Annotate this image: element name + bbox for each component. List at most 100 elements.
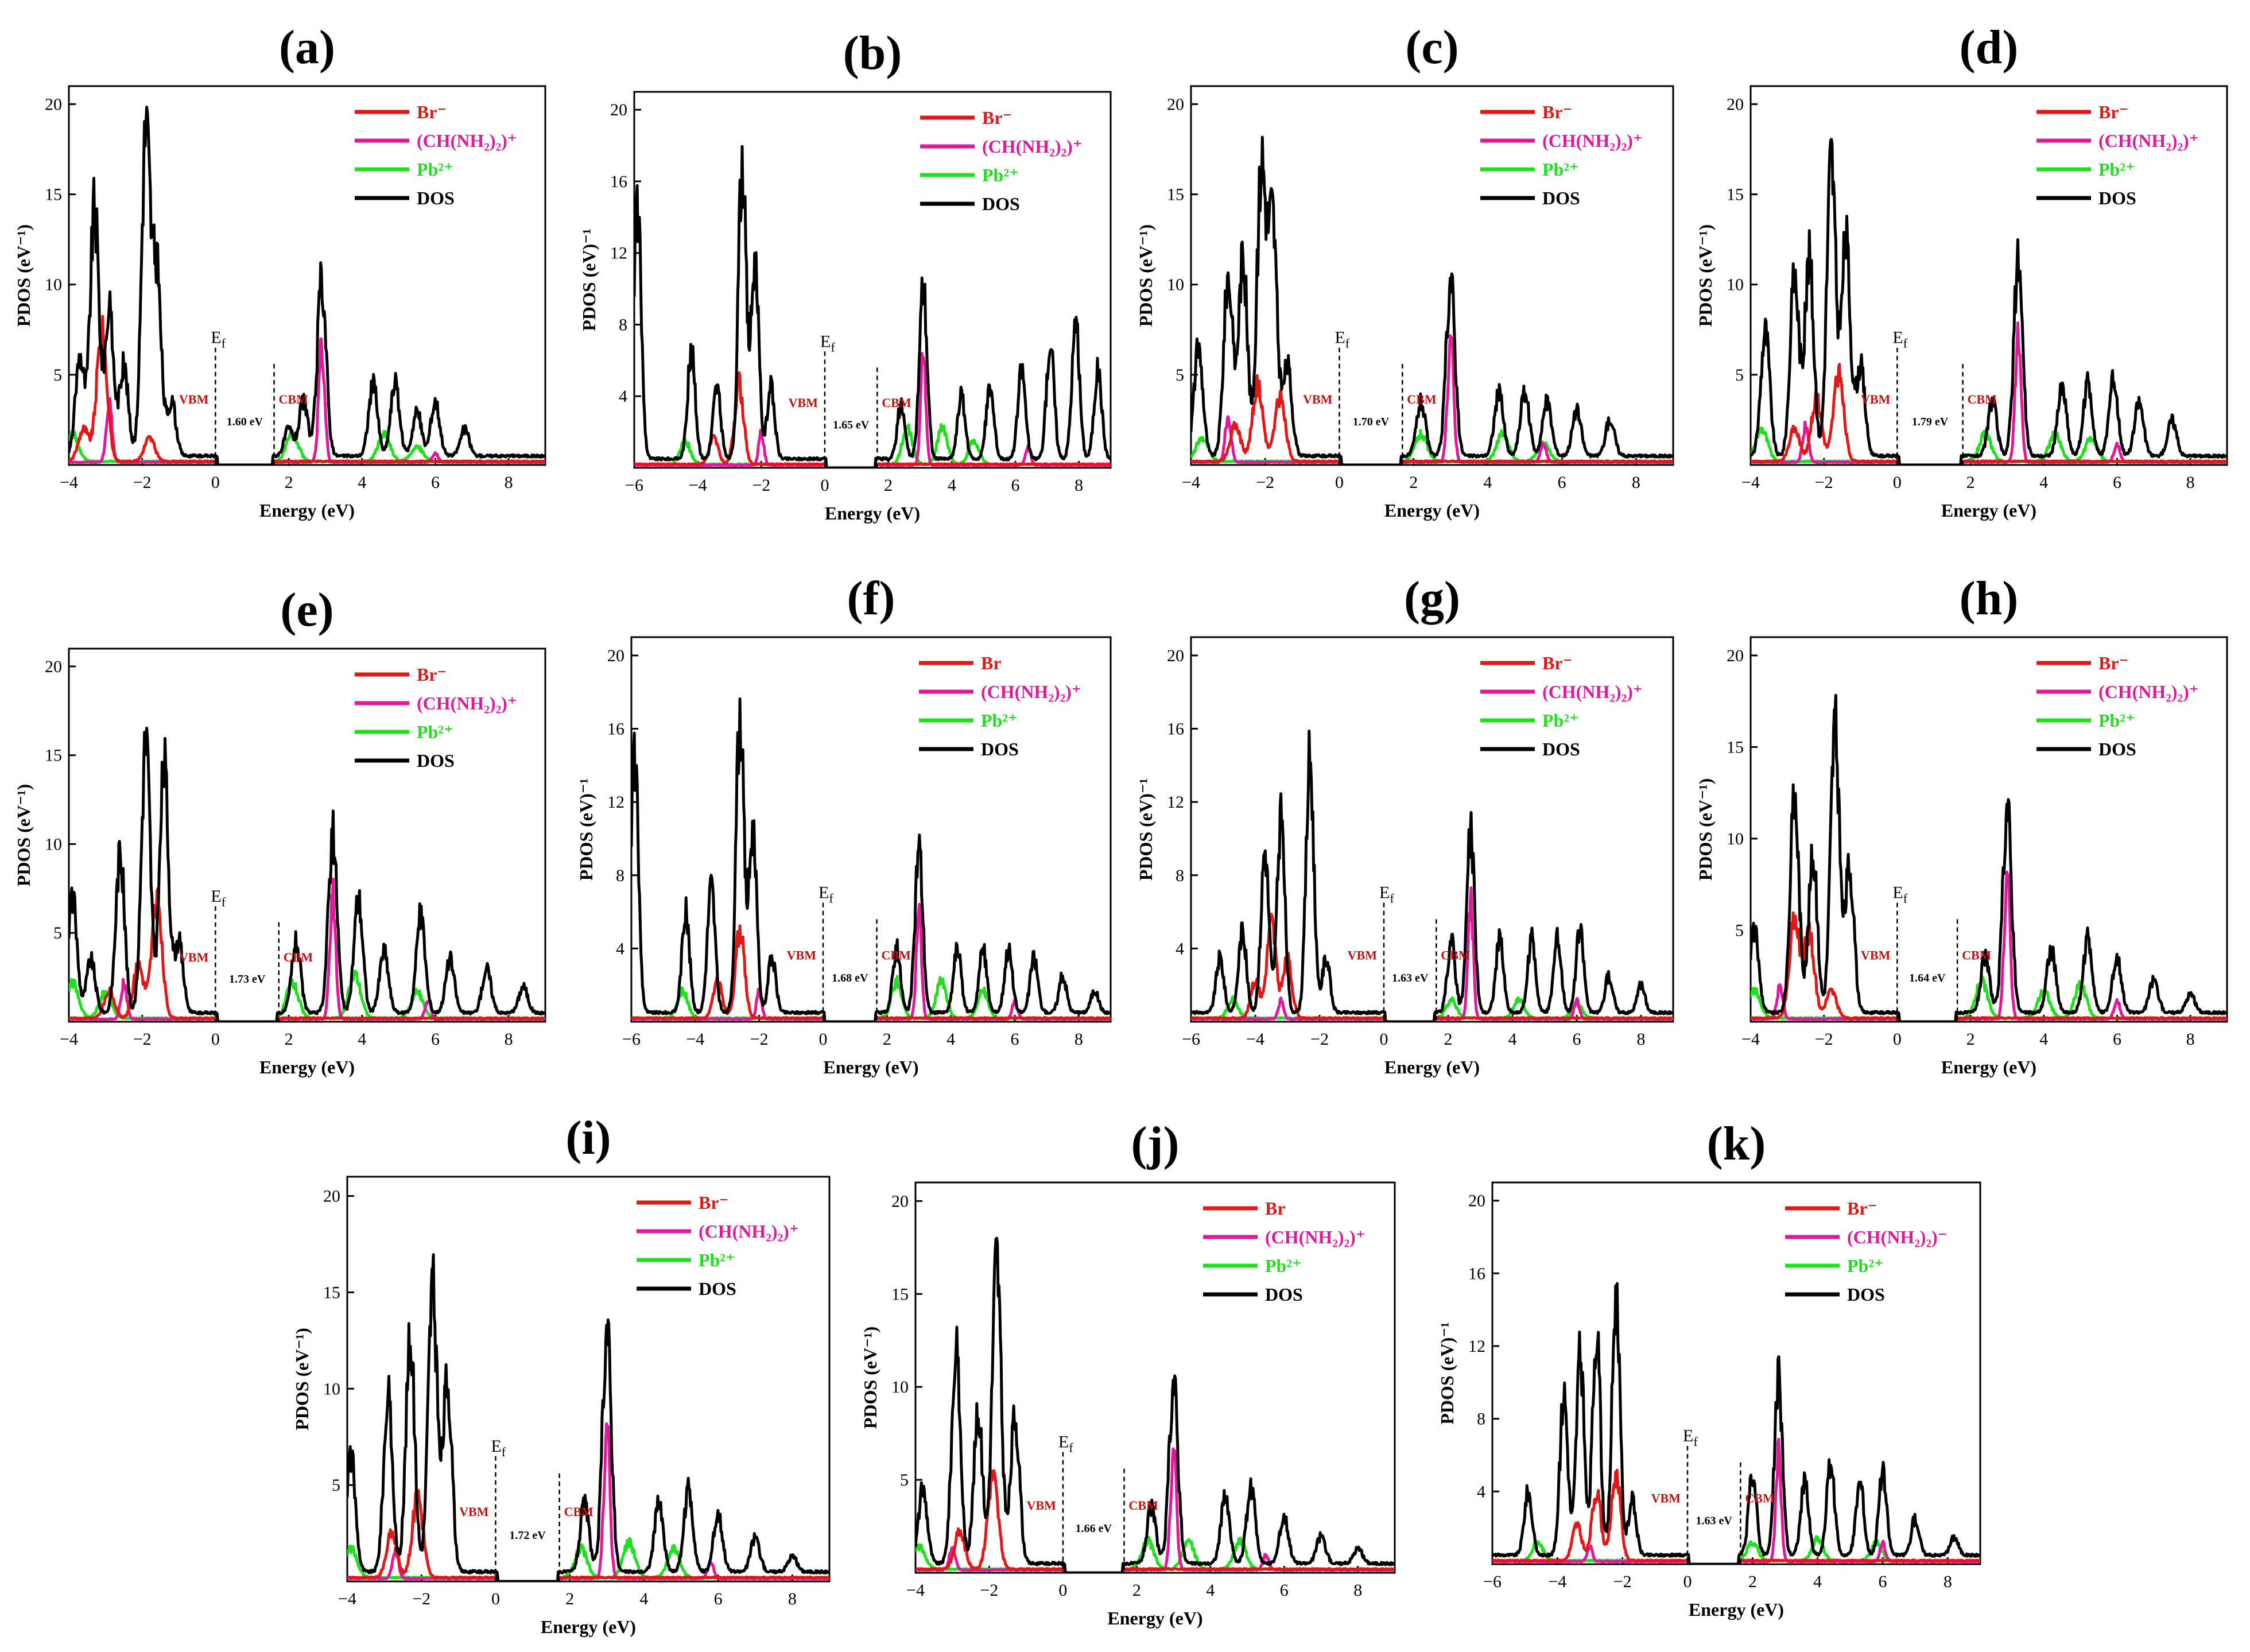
fermi-level-label: Ef <box>211 887 226 909</box>
cbm-label: CBM <box>1745 1491 1775 1505</box>
panel-title: (j) <box>1131 1117 1180 1170</box>
band-gap-label: 1.73 eV <box>229 973 266 986</box>
y-tick-label: 8 <box>616 866 624 885</box>
dos-series-line <box>1191 135 1673 465</box>
x-tick-label: −2 <box>1310 1030 1329 1049</box>
x-axis-label: Energy (eV) <box>541 1616 636 1637</box>
panel-e: (e) −4 −2 0 2 4 6 8 5 10 15 20 Energy (eV) PDOS (eV⁻¹… <box>13 583 546 1077</box>
y-tick-label: 4 <box>1477 1482 1485 1501</box>
x-tick-label: −4 <box>686 1030 704 1049</box>
x-tick-label: 0 <box>211 473 220 492</box>
x-tick-label: −4 <box>60 1030 78 1049</box>
dos-series-line <box>915 1236 1395 1573</box>
x-tick-label: 6 <box>1558 473 1566 492</box>
panel-title: (c) <box>1405 21 1458 74</box>
x-tick-label: 2 <box>565 1589 574 1608</box>
panel-title: (i) <box>565 1111 611 1165</box>
dos-series-line <box>69 727 545 1022</box>
y-tick-label: 10 <box>323 1379 340 1398</box>
br-series-line <box>347 1489 829 1581</box>
curves <box>634 145 1111 468</box>
x-axis-label: Energy (eV) <box>1689 1599 1784 1620</box>
x-tick-label: −4 <box>60 473 78 492</box>
y-axis-label: PDOS (eV⁻¹) <box>292 1328 312 1430</box>
cbm-label: CBM <box>1129 1498 1159 1513</box>
y-tick-label: 12 <box>1468 1337 1485 1356</box>
curves <box>915 1236 1395 1573</box>
x-tick-label: 0 <box>819 1030 828 1049</box>
br-series-line <box>915 1469 1395 1573</box>
fermi-level-label: Ef <box>1379 883 1394 906</box>
vbm-label: VBM <box>1303 392 1333 406</box>
curves <box>1191 135 1673 465</box>
legend-label-br: Br <box>1265 1198 1286 1219</box>
y-axis-label: PDOS (eV)⁻¹ <box>1437 1322 1457 1424</box>
dos-series-line <box>1191 730 1673 1022</box>
x-tick-label: −4 <box>689 476 707 495</box>
x-axis-label: Energy (eV) <box>259 500 355 521</box>
vbm-label: VBM <box>1651 1491 1681 1505</box>
x-tick-label: 2 <box>1444 1030 1453 1049</box>
y-tick-label: 15 <box>45 185 62 204</box>
y-tick-label: 20 <box>1727 95 1744 114</box>
x-tick-label: 6 <box>1573 1030 1581 1049</box>
vbm-label: VBM <box>1348 948 1378 963</box>
panel-title: (e) <box>280 583 333 637</box>
fermi-level-label: Ef <box>1683 1426 1698 1449</box>
legend-label-pb: Pb²⁺ <box>2098 159 2135 180</box>
legend-label-fa: (CH(NH₂)₂)⁺ <box>1542 130 1643 151</box>
legend-label-fa: (CH(NH₂)₂)⁺ <box>1265 1227 1365 1247</box>
x-tick-label: 4 <box>1206 1581 1215 1600</box>
x-axis-label: Energy (eV) <box>1941 500 2036 521</box>
x-tick-label: −6 <box>625 476 643 495</box>
legend-label-dos: DOS <box>417 188 455 208</box>
x-tick-label: 0 <box>1335 473 1344 492</box>
x-tick-label: −6 <box>622 1030 641 1049</box>
band-gap-label: 1.64 eV <box>1909 972 1946 984</box>
legend-label-br: Br⁻ <box>417 664 447 685</box>
legend-label-br: Br⁻ <box>2098 102 2128 122</box>
y-tick-label: 5 <box>53 924 62 943</box>
x-tick-label: −4 <box>1182 473 1200 492</box>
cbm-label: CBM <box>284 950 313 964</box>
vbm-label: VBM <box>787 948 817 963</box>
legend-label-br: Br⁻ <box>1542 102 1572 122</box>
x-tick-label: 8 <box>788 1589 797 1608</box>
vbm-label: VBM <box>179 392 209 406</box>
cbm-label: CBM <box>1441 948 1471 963</box>
x-axis-label: Energy (eV) <box>825 503 920 523</box>
x-tick-label: 8 <box>505 473 513 492</box>
x-tick-label: 2 <box>285 473 293 492</box>
x-tick-label: 4 <box>948 476 956 495</box>
br-series-line <box>631 924 1111 1022</box>
x-tick-label: −2 <box>980 1581 999 1600</box>
plot-frame <box>68 85 546 466</box>
br-series-line <box>1751 911 2227 1022</box>
x-tick-label: 6 <box>431 473 440 492</box>
legend-label-pb: Pb²⁺ <box>1542 710 1579 731</box>
y-tick-label: 8 <box>1477 1410 1485 1429</box>
legend-label-fa: (CH(NH₂)₂)⁺ <box>417 693 517 713</box>
plot-frame <box>1190 85 1674 466</box>
x-tick-label: −2 <box>1256 473 1274 492</box>
x-tick-label: −4 <box>906 1581 925 1600</box>
legend-label-br: Br⁻ <box>1847 1198 1877 1219</box>
x-tick-label: 6 <box>1011 476 1020 495</box>
x-tick-label: 6 <box>714 1589 723 1608</box>
x-tick-label: 0 <box>1893 473 1902 492</box>
fa-series-line <box>634 352 1111 468</box>
curves <box>631 697 1111 1022</box>
x-tick-label: 2 <box>1409 473 1418 492</box>
y-tick-label: 15 <box>1167 185 1184 204</box>
y-tick-label: 20 <box>45 95 62 114</box>
dos-series-line <box>347 1253 829 1581</box>
legend-label-pb: Pb²⁺ <box>981 710 1018 731</box>
legend-label-fa: (CH(NH₂)₂)⁺ <box>417 130 517 151</box>
panel-title: (g) <box>1404 572 1460 625</box>
br-series-line <box>69 315 545 465</box>
x-tick-label: −4 <box>1741 473 1760 492</box>
x-tick-label: −2 <box>412 1589 430 1608</box>
legend-label-fa: (CH(NH₂)₂)⁻ <box>1847 1227 1948 1247</box>
band-gap-label: 1.66 eV <box>1076 1522 1112 1535</box>
x-tick-label: 0 <box>1058 1581 1067 1600</box>
